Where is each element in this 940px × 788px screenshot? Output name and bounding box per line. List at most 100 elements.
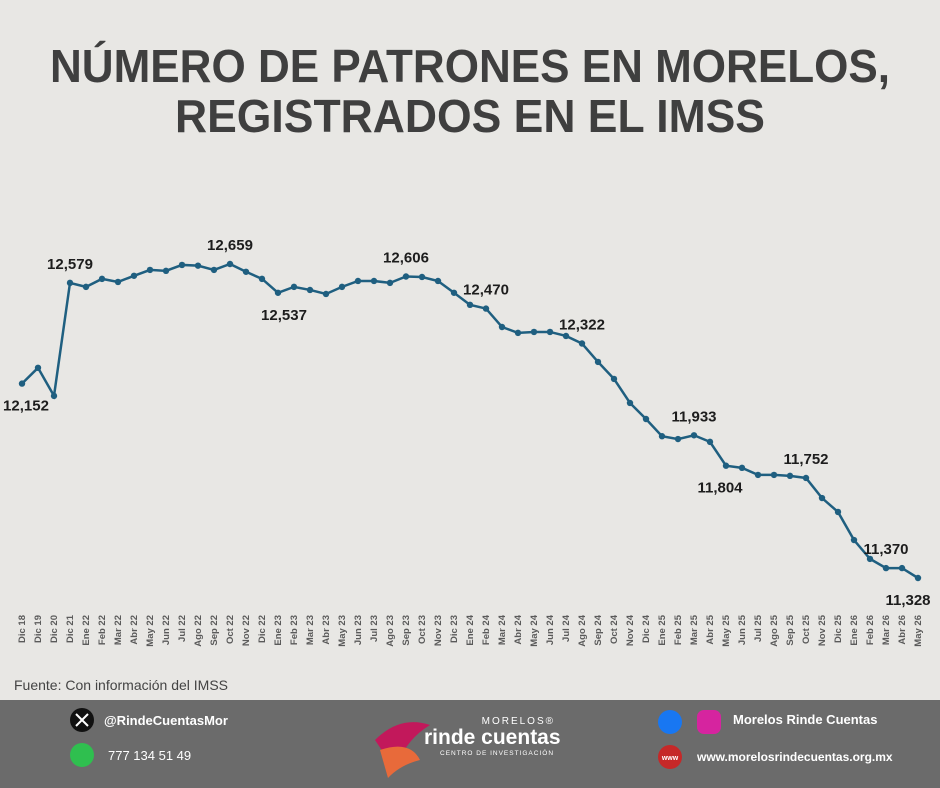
- x-tick-label: Nov 23: [433, 615, 444, 646]
- web-icon: [658, 745, 682, 769]
- point: [882, 564, 890, 572]
- point: [562, 332, 570, 340]
- website: www.morelosrindecuentas.org.mx: [696, 750, 893, 764]
- point: [578, 340, 586, 347]
- x-tick-label: Mar 25: [689, 614, 700, 645]
- x-tick-label: Ene 23: [273, 615, 284, 646]
- x-tick-label: Mar 26: [881, 615, 892, 645]
- point: [498, 323, 506, 331]
- point: [466, 301, 474, 309]
- x-tick-label: Oct 25: [801, 614, 812, 644]
- x-tick-label: Jun 24: [545, 614, 556, 645]
- point: [850, 536, 858, 544]
- x-tick-label: Ene 25: [657, 614, 668, 645]
- point: [706, 438, 714, 446]
- point: [722, 462, 730, 469]
- x-tick-label: Ago 22: [193, 615, 204, 647]
- x-tick-label: Jun 25: [737, 614, 748, 645]
- x-tick-label: Dic 23: [449, 615, 460, 643]
- x-tick-label: Oct 22: [225, 615, 236, 644]
- x-tick-label: Jun 22: [161, 615, 172, 645]
- data-label: 12,470: [463, 282, 509, 299]
- point: [594, 358, 602, 366]
- title-line: REGISTRADOS EN EL IMSS: [175, 90, 765, 142]
- x-tick-label: Sep 25: [785, 614, 796, 645]
- point: [450, 289, 458, 296]
- point: [898, 564, 906, 572]
- x-tick-label: Oct 24: [609, 614, 620, 644]
- x-tick-label: Dic 24: [641, 614, 652, 643]
- point: [242, 268, 250, 275]
- social-name: Morelos Rinde Cuentas: [733, 712, 877, 727]
- point: [370, 277, 378, 285]
- point: [482, 305, 490, 312]
- x-tick-label: Dic 19: [33, 615, 44, 643]
- point: [386, 279, 394, 287]
- logo-sub: CENTRO DE INVESTIGACIÓN: [440, 748, 554, 757]
- point: [338, 283, 346, 291]
- point: [50, 392, 58, 400]
- x-tick-label: Abr 26: [897, 615, 908, 645]
- point: [226, 260, 234, 268]
- x-tick-label: Abr 23: [321, 615, 332, 645]
- x-tick-label: Mar 23: [305, 615, 316, 645]
- point: [354, 277, 362, 285]
- x-tick-label: May 22: [145, 615, 156, 647]
- point: [754, 471, 762, 479]
- x-tick-label: Feb 25: [673, 614, 684, 645]
- logo-main: rinde cuentas: [424, 726, 561, 749]
- point: [66, 279, 74, 287]
- point: [290, 283, 298, 291]
- point: [210, 266, 218, 274]
- x-tick-label: Abr 25: [705, 614, 716, 644]
- x-tick-label: May 23: [337, 615, 348, 647]
- data-label: 11,752: [783, 451, 828, 468]
- facebook-icon: [658, 710, 682, 734]
- x-tick-label: Dic 25: [833, 614, 844, 643]
- x-tick-label: Abr 22: [129, 615, 140, 645]
- x-tick-label: Ene 22: [81, 615, 92, 646]
- x-tick-label: Jul 24: [561, 614, 572, 642]
- x-tick-label: Sep 22: [209, 615, 220, 646]
- data-label: 12,322: [559, 317, 605, 334]
- point: [802, 474, 810, 482]
- x-tick-label: Sep 23: [401, 615, 412, 646]
- x-tick-label: Ene 26: [849, 615, 860, 646]
- logo-top: MORELOS®: [482, 716, 555, 727]
- x-tick-label: Ago 25: [769, 614, 780, 646]
- x-tick-label: Jun 23: [353, 615, 364, 645]
- x-tick-label: Jul 23: [369, 615, 380, 642]
- data-label: 12,152: [3, 398, 49, 415]
- title-line: NÚMERO DE PATRONES EN MORELOS,: [50, 40, 890, 92]
- data-label: 11,933: [671, 408, 716, 425]
- data-label: 12,537: [261, 307, 307, 324]
- point: [418, 273, 426, 281]
- point: [818, 494, 826, 502]
- point: [530, 328, 538, 336]
- point: [98, 275, 106, 283]
- x-tick-label: Feb 23: [289, 615, 300, 645]
- x-tick-label: May 24: [529, 614, 540, 646]
- phone: 777 134 51 49: [108, 748, 191, 763]
- x-tick-label: May 26: [913, 615, 924, 647]
- point: [786, 472, 794, 480]
- point: [162, 267, 170, 275]
- x-tick-label: Dic 18: [17, 615, 28, 643]
- point: [626, 399, 634, 407]
- point: [914, 574, 922, 582]
- x-tick-label: Jul 22: [177, 615, 188, 642]
- whatsapp-icon: [70, 743, 94, 767]
- data-label: 12,659: [207, 237, 253, 254]
- web-icon-text: www: [661, 755, 679, 762]
- x-tick-label: Mar 24: [497, 614, 508, 645]
- x-tick-label: Sep 24: [593, 614, 604, 645]
- point: [34, 364, 42, 372]
- point: [658, 433, 666, 440]
- point: [306, 286, 314, 294]
- point: [514, 329, 522, 337]
- point: [258, 275, 266, 283]
- x-tick-label: May 25: [721, 614, 732, 646]
- x-tick-label: Feb 26: [865, 615, 876, 645]
- point: [82, 283, 90, 291]
